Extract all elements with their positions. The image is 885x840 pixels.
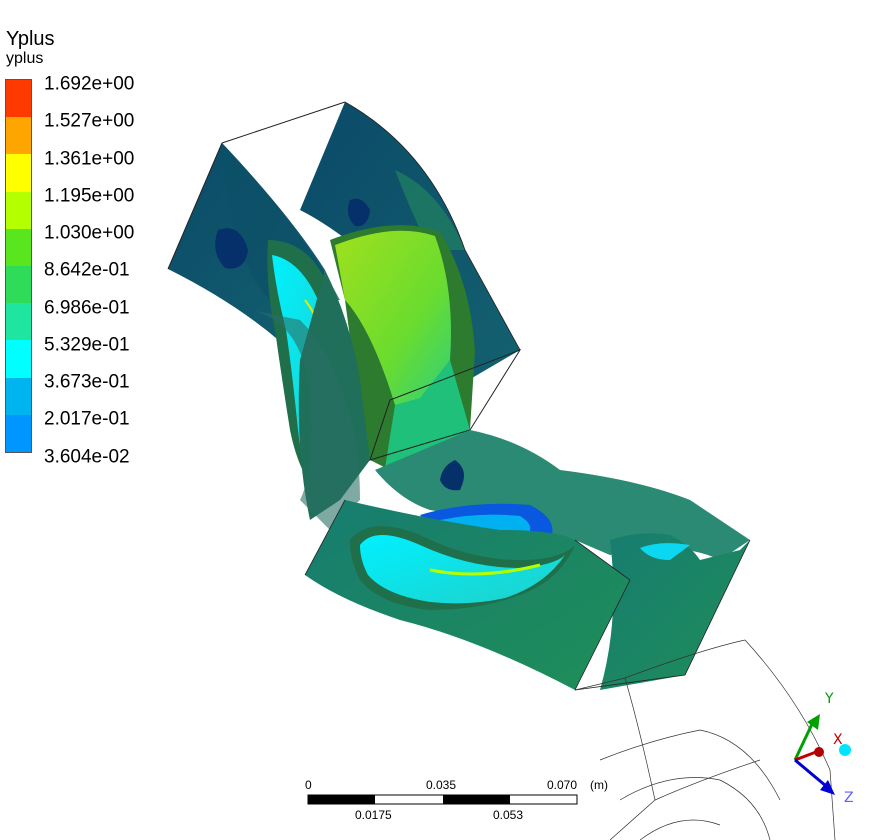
axis-label-y: Y <box>824 691 834 707</box>
axis-label-x: X <box>833 732 843 748</box>
legend-swatch <box>6 154 31 192</box>
legend-color-bar <box>5 79 32 453</box>
legend-label: 3.673e-01 <box>44 371 130 393</box>
axis-triad: Y X Z <box>793 691 854 806</box>
legend-label: 6.986e-01 <box>44 297 130 319</box>
legend-label: 1.361e+00 <box>44 148 135 170</box>
legend-label: 1.195e+00 <box>44 185 135 207</box>
scale-bar <box>307 794 578 805</box>
legend-swatch <box>6 303 31 341</box>
legend-label: 1.030e+00 <box>44 222 135 244</box>
legend-label: 8.642e-01 <box>44 259 130 281</box>
legend-label: 2.017e-01 <box>44 408 130 430</box>
upper-passage <box>167 101 522 530</box>
scale-label-0-035: 0.035 <box>426 778 457 792</box>
legend-swatch <box>6 340 31 378</box>
legend-label: 1.692e+00 <box>44 73 135 95</box>
axis-label-z: Z <box>844 790 854 806</box>
legend-swatch <box>6 191 31 229</box>
scale-label-0: 0 <box>305 778 312 792</box>
scale-unit: (m) <box>590 778 608 792</box>
legend-label: 1.527e+00 <box>44 110 135 132</box>
legend-subtitle: yplus <box>6 50 44 67</box>
legend-swatch <box>6 414 31 453</box>
lower-passage <box>304 430 751 691</box>
legend-label: 3.604e-02 <box>44 446 130 468</box>
legend-swatch <box>6 228 31 267</box>
scale-label-0-053: 0.053 <box>493 808 524 822</box>
legend-swatch <box>6 377 31 415</box>
legend-swatch <box>6 117 31 155</box>
scale-label-0-0175: 0.0175 <box>355 808 392 822</box>
legend-title: Yplus <box>6 28 55 50</box>
wireframe-outline <box>574 639 836 840</box>
legend-label: 5.329e-01 <box>44 334 130 356</box>
legend-swatch <box>6 266 31 304</box>
legend-swatch <box>6 80 31 118</box>
scale-label-0-070: 0.070 <box>547 778 578 792</box>
